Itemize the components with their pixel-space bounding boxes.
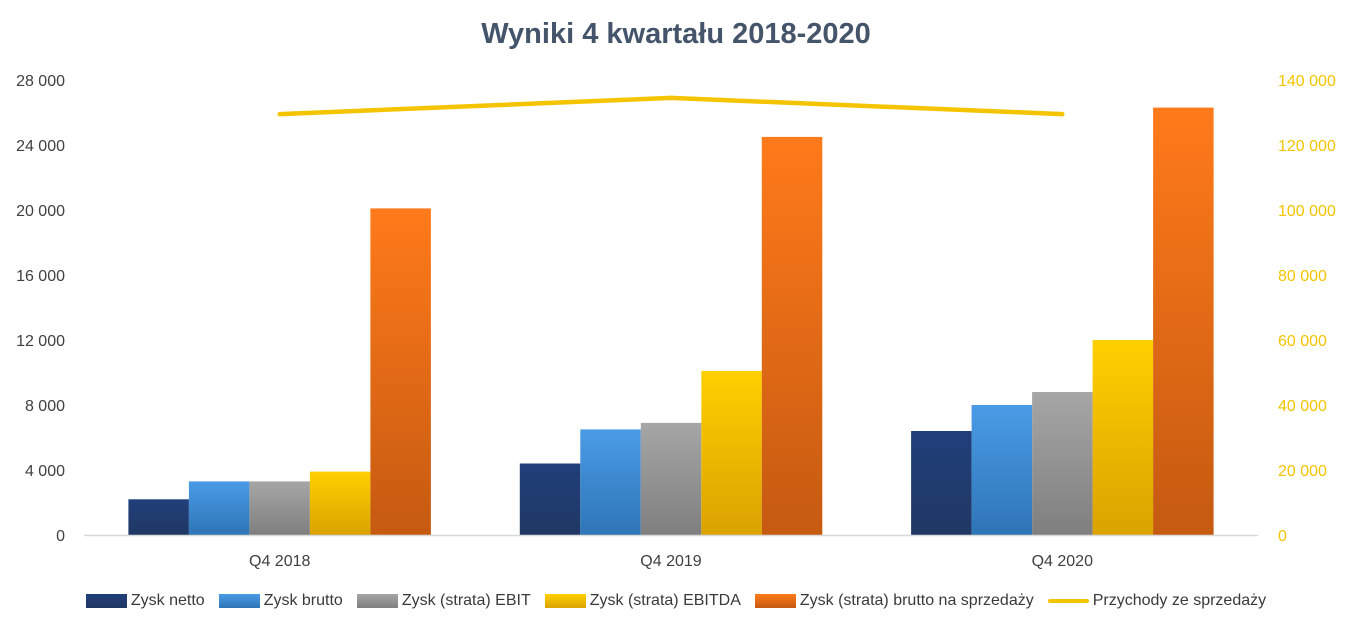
bar-2-0 <box>249 481 310 535</box>
y-left-tick-label: 20 000 <box>16 203 65 220</box>
y-right-tick-label: 20 000 <box>1278 463 1327 480</box>
y-right-tick-label: 140 000 <box>1278 73 1336 90</box>
bar-4-2 <box>1153 107 1214 535</box>
legend-label: Przychody ze sprzedaży <box>1092 592 1267 609</box>
chart-title: Wyniki 4 kwartału 2018-2020 <box>481 18 871 50</box>
legend-item: Zysk brutto <box>218 592 343 610</box>
line-series-0 <box>277 95 1065 117</box>
bar-1-2 <box>971 405 1033 535</box>
legend-label: Zysk (strata) brutto na sprzedaży <box>799 592 1034 609</box>
legend-label: Zysk (strata) EBIT <box>401 592 531 609</box>
axes-layer: Q4 2018 Q4 2019 Q4 2020 0 4 000 8 000 12 000 16… <box>16 73 1336 570</box>
legend: Zysk netto Zysk brutto Zysk (strata) EBIT Z… <box>0 589 1352 613</box>
x-tick-label: Q4 2020 <box>1032 553 1093 570</box>
y-right-tick-label: 40 000 <box>1278 398 1327 415</box>
y-right-tick-label: 80 000 <box>1278 268 1327 285</box>
bar-3-1 <box>701 370 762 535</box>
legend-item: Zysk (strata) EBITDA <box>544 592 741 610</box>
y-right-tick-label: 0 <box>1278 528 1287 545</box>
bar-4-0 <box>370 208 431 535</box>
y-left-tick-label: 24 000 <box>16 138 65 155</box>
x-tick-label: Q4 2019 <box>640 553 701 570</box>
y-left-tick-label: 4 000 <box>25 463 65 480</box>
legend-swatch <box>754 594 796 608</box>
bar-3-0 <box>309 471 371 535</box>
y-left-tick-label: 12 000 <box>16 333 65 350</box>
legend-item: Zysk (strata) brutto na sprzedaży <box>754 592 1034 610</box>
y-left-tick-label: 8 000 <box>25 398 65 415</box>
legend-swatch <box>218 594 260 608</box>
legend-swatch <box>356 594 398 608</box>
bar-3-2 <box>1092 340 1154 535</box>
bar-0-2 <box>911 431 972 535</box>
y-left-tick-label: 0 <box>56 528 65 545</box>
y-right-tick-label: 120 000 <box>1278 138 1336 155</box>
bar-1-0 <box>188 481 250 535</box>
y-left-tick-label: 16 000 <box>16 268 65 285</box>
legend-label: Zysk brutto <box>263 592 343 609</box>
x-tick-label: Q4 2018 <box>249 553 310 570</box>
bar-4-1 <box>761 136 823 535</box>
y-right-tick-label: 100 000 <box>1278 203 1336 220</box>
legend-swatch <box>544 594 586 608</box>
legend-swatch <box>1047 599 1089 603</box>
bar-2-1 <box>640 422 702 535</box>
legend-label: Zysk (strata) EBITDA <box>589 592 741 609</box>
bar-2-2 <box>1032 392 1093 535</box>
legend-item: Przychody ze sprzedaży <box>1047 592 1267 610</box>
bars-layer <box>128 107 1214 536</box>
bar-0-0 <box>128 499 189 536</box>
legend-item: Zysk netto <box>85 592 205 610</box>
legend-label: Zysk netto <box>130 592 205 609</box>
bar-1-1 <box>580 429 641 535</box>
line-layer <box>277 95 1065 117</box>
legend-swatch <box>85 594 127 608</box>
y-left-tick-label: 28 000 <box>16 73 65 90</box>
legend-item: Zysk (strata) EBIT <box>356 592 531 610</box>
y-right-tick-label: 60 000 <box>1278 333 1327 350</box>
bar-0-1 <box>519 463 581 535</box>
